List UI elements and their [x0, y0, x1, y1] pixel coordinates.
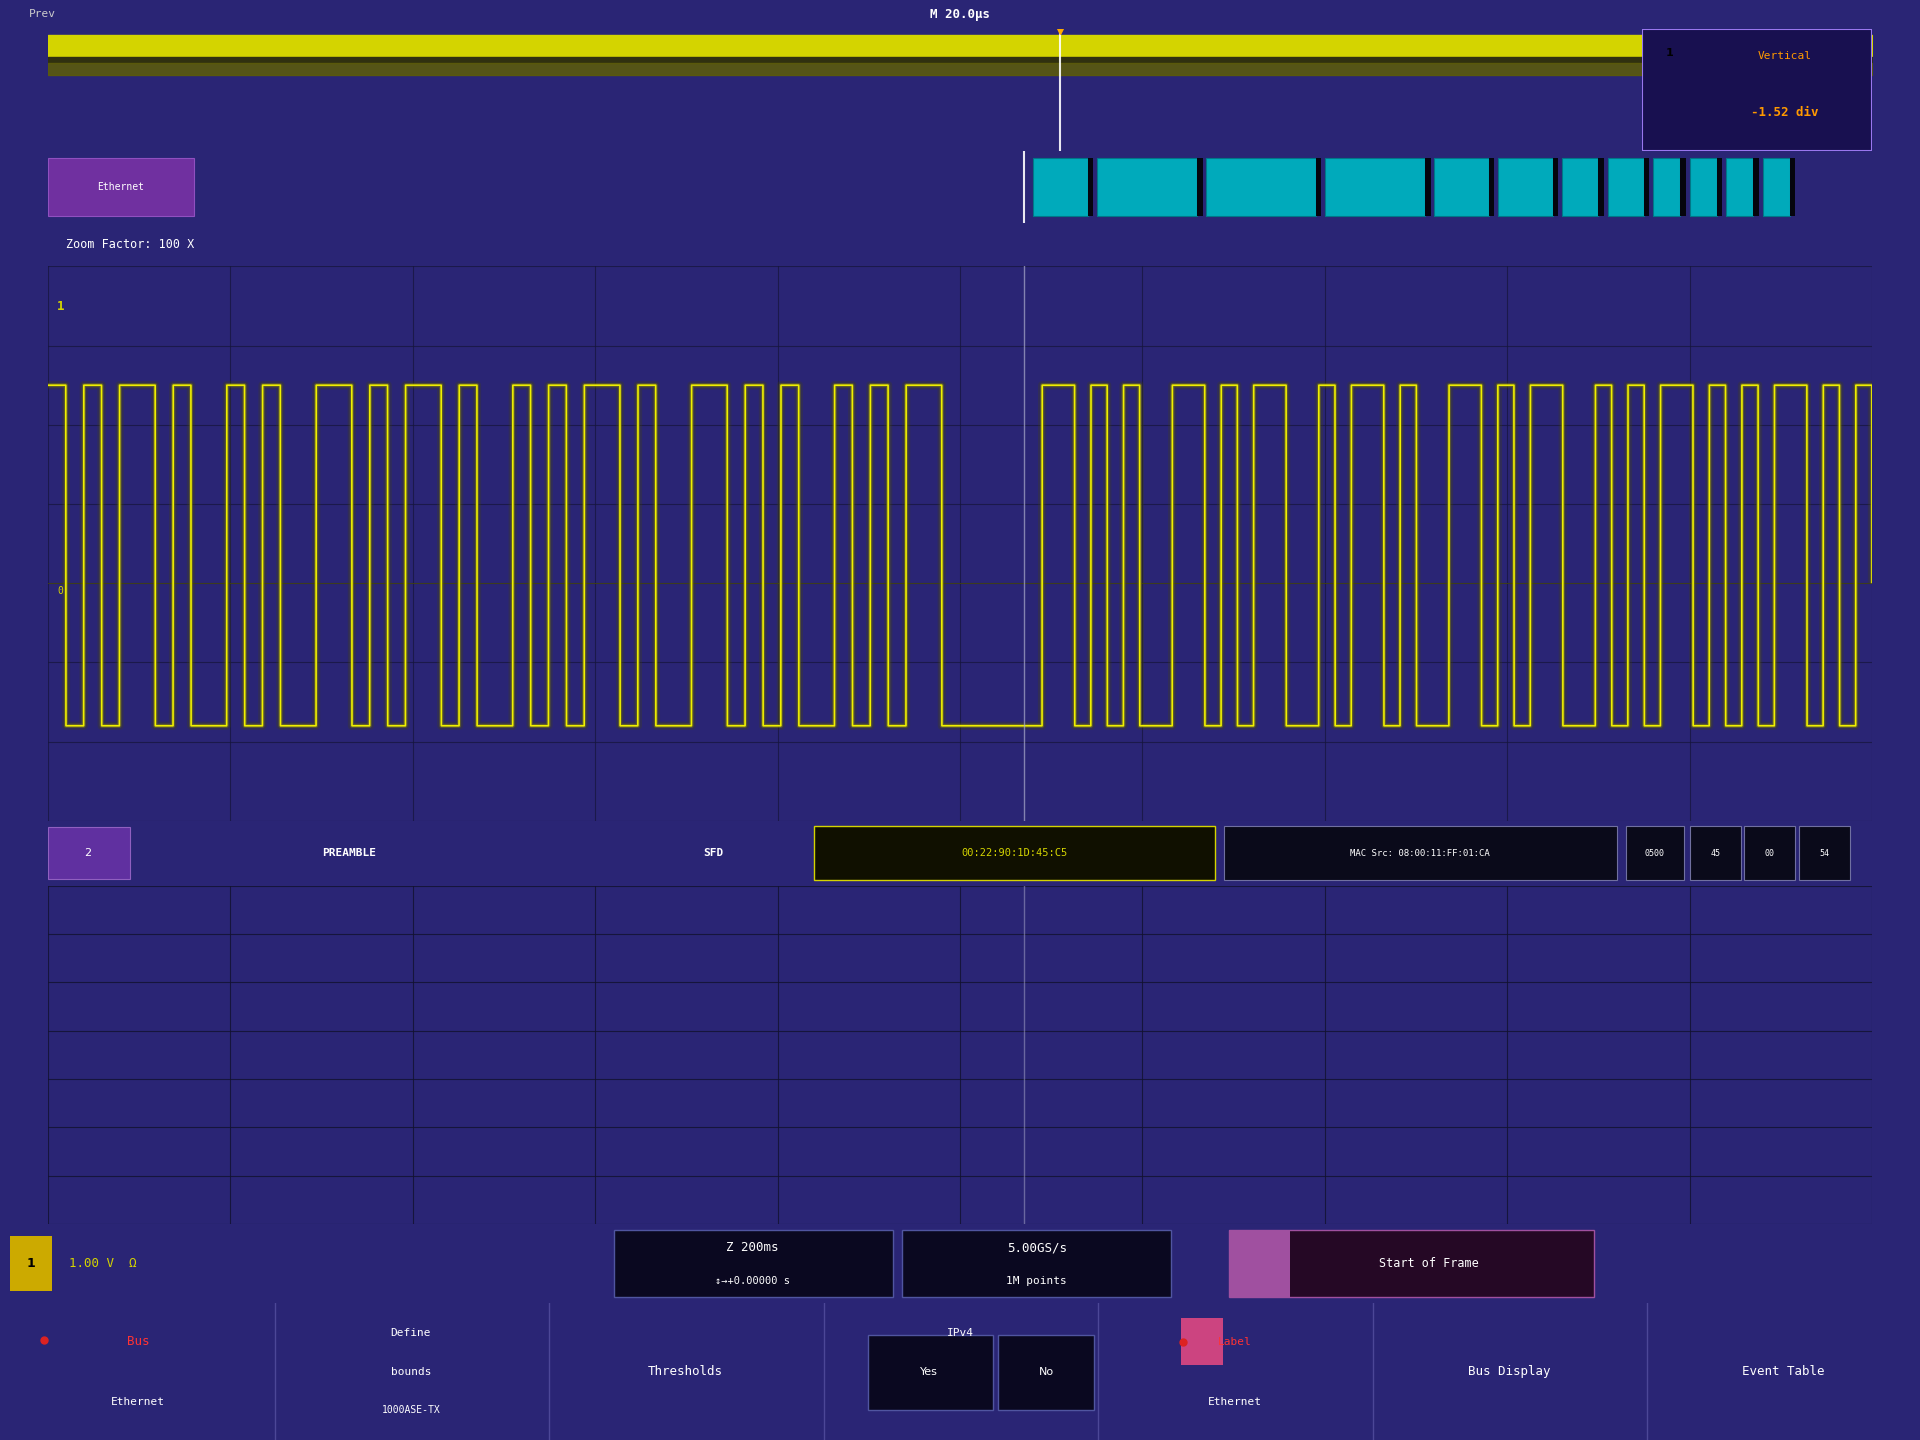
- Text: IPv4: IPv4: [947, 1328, 973, 1338]
- Text: bounds: bounds: [390, 1367, 432, 1377]
- Text: Ethernet: Ethernet: [111, 1397, 165, 1407]
- Text: Ethernet: Ethernet: [1208, 1397, 1261, 1407]
- Bar: [1644, 158, 1649, 216]
- Text: Bus: Bus: [127, 1335, 150, 1348]
- Bar: [1763, 158, 1789, 216]
- Text: Yes: Yes: [920, 1367, 939, 1377]
- Bar: [1597, 158, 1603, 216]
- Bar: [1434, 158, 1490, 216]
- Text: M 20.0μs: M 20.0μs: [929, 7, 991, 22]
- Bar: [1642, 29, 1699, 78]
- Bar: [1690, 827, 1741, 880]
- Bar: [1690, 158, 1716, 216]
- Bar: [1206, 158, 1315, 216]
- Bar: [1607, 158, 1644, 216]
- Bar: [48, 827, 131, 878]
- Bar: [1087, 158, 1092, 216]
- Text: 1: 1: [1665, 49, 1672, 58]
- Text: Event Table: Event Table: [1743, 1365, 1824, 1378]
- Bar: [1553, 158, 1559, 216]
- Text: 2: 2: [84, 848, 92, 858]
- Bar: [1753, 158, 1759, 216]
- Text: 54: 54: [1820, 848, 1830, 858]
- Bar: [1745, 827, 1795, 880]
- Text: Start of Frame: Start of Frame: [1379, 1257, 1478, 1270]
- Bar: [1033, 158, 1087, 216]
- Text: Prev: Prev: [29, 10, 56, 19]
- Text: Vertical: Vertical: [1757, 50, 1811, 60]
- Text: Define: Define: [390, 1328, 432, 1338]
- Text: 45: 45: [1711, 848, 1720, 858]
- Bar: [1498, 158, 1553, 216]
- Bar: [1716, 158, 1722, 216]
- Bar: [1425, 158, 1430, 216]
- Bar: [1181, 1318, 1223, 1365]
- Text: 1000ASE-TX: 1000ASE-TX: [382, 1405, 440, 1416]
- Bar: [1096, 158, 1198, 216]
- Bar: [1626, 827, 1684, 880]
- Bar: [48, 158, 194, 216]
- Text: 00: 00: [1764, 848, 1774, 858]
- Bar: [814, 827, 1215, 880]
- Bar: [1789, 158, 1795, 216]
- Bar: [1325, 158, 1425, 216]
- Bar: [1229, 1230, 1290, 1297]
- Bar: [1490, 158, 1494, 216]
- Text: 1M points: 1M points: [1006, 1276, 1068, 1286]
- Bar: [1229, 1230, 1594, 1297]
- Bar: [998, 1335, 1094, 1410]
- Bar: [1563, 158, 1597, 216]
- Text: No: No: [1039, 1367, 1054, 1377]
- Bar: [1225, 827, 1617, 880]
- Text: 1.00 V  Ω: 1.00 V Ω: [69, 1257, 136, 1270]
- Text: PREAMBLE: PREAMBLE: [323, 848, 376, 858]
- Text: 0500: 0500: [1645, 848, 1665, 858]
- Text: -1.52 div: -1.52 div: [1751, 105, 1818, 118]
- Text: 1: 1: [58, 300, 65, 312]
- Text: 5.00GS/s: 5.00GS/s: [1006, 1241, 1068, 1254]
- Text: SFD: SFD: [703, 848, 724, 858]
- Text: ↕→+0.00000 s: ↕→+0.00000 s: [714, 1276, 791, 1286]
- Text: 00:22:90:1D:45:C5: 00:22:90:1D:45:C5: [962, 848, 1068, 858]
- Bar: [10, 1236, 52, 1292]
- Text: MAC Src: 08:00:11:FF:01:CA: MAC Src: 08:00:11:FF:01:CA: [1350, 848, 1490, 858]
- Bar: [1653, 158, 1680, 216]
- Bar: [1726, 158, 1753, 216]
- Bar: [1198, 158, 1202, 216]
- Bar: [1799, 827, 1851, 880]
- Bar: [868, 1335, 993, 1410]
- Text: Bus Display: Bus Display: [1469, 1365, 1549, 1378]
- Text: Label: Label: [1217, 1336, 1252, 1346]
- Text: 1: 1: [27, 1257, 35, 1270]
- Text: Z 200ms: Z 200ms: [726, 1241, 780, 1254]
- Bar: [902, 1230, 1171, 1297]
- Text: Ethernet: Ethernet: [98, 183, 144, 192]
- Text: Zoom Factor: 100 X: Zoom Factor: 100 X: [65, 238, 194, 252]
- Bar: [614, 1230, 893, 1297]
- Text: 0: 0: [58, 586, 63, 596]
- Text: Thresholds: Thresholds: [647, 1365, 724, 1378]
- Bar: [1680, 158, 1686, 216]
- Bar: [1315, 158, 1321, 216]
